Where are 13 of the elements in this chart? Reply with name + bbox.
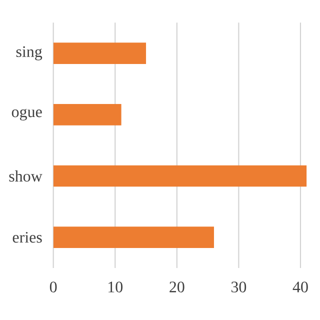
x-tick-label: 20 (170, 282, 184, 292)
bar (53, 165, 307, 187)
x-tick-label: 10 (108, 282, 123, 292)
bar (53, 226, 214, 248)
bar (53, 104, 122, 126)
x-tick-label: 0 (50, 282, 57, 292)
y-tick-label: ogue (12, 108, 42, 120)
x-tick-label: 30 (231, 282, 246, 292)
bar (53, 42, 146, 64)
y-tick-label: eries (12, 232, 42, 243)
y-tick-label: show (9, 170, 42, 182)
x-tick-label: 40 (292, 282, 308, 292)
y-tick-label: sing (16, 46, 42, 60)
